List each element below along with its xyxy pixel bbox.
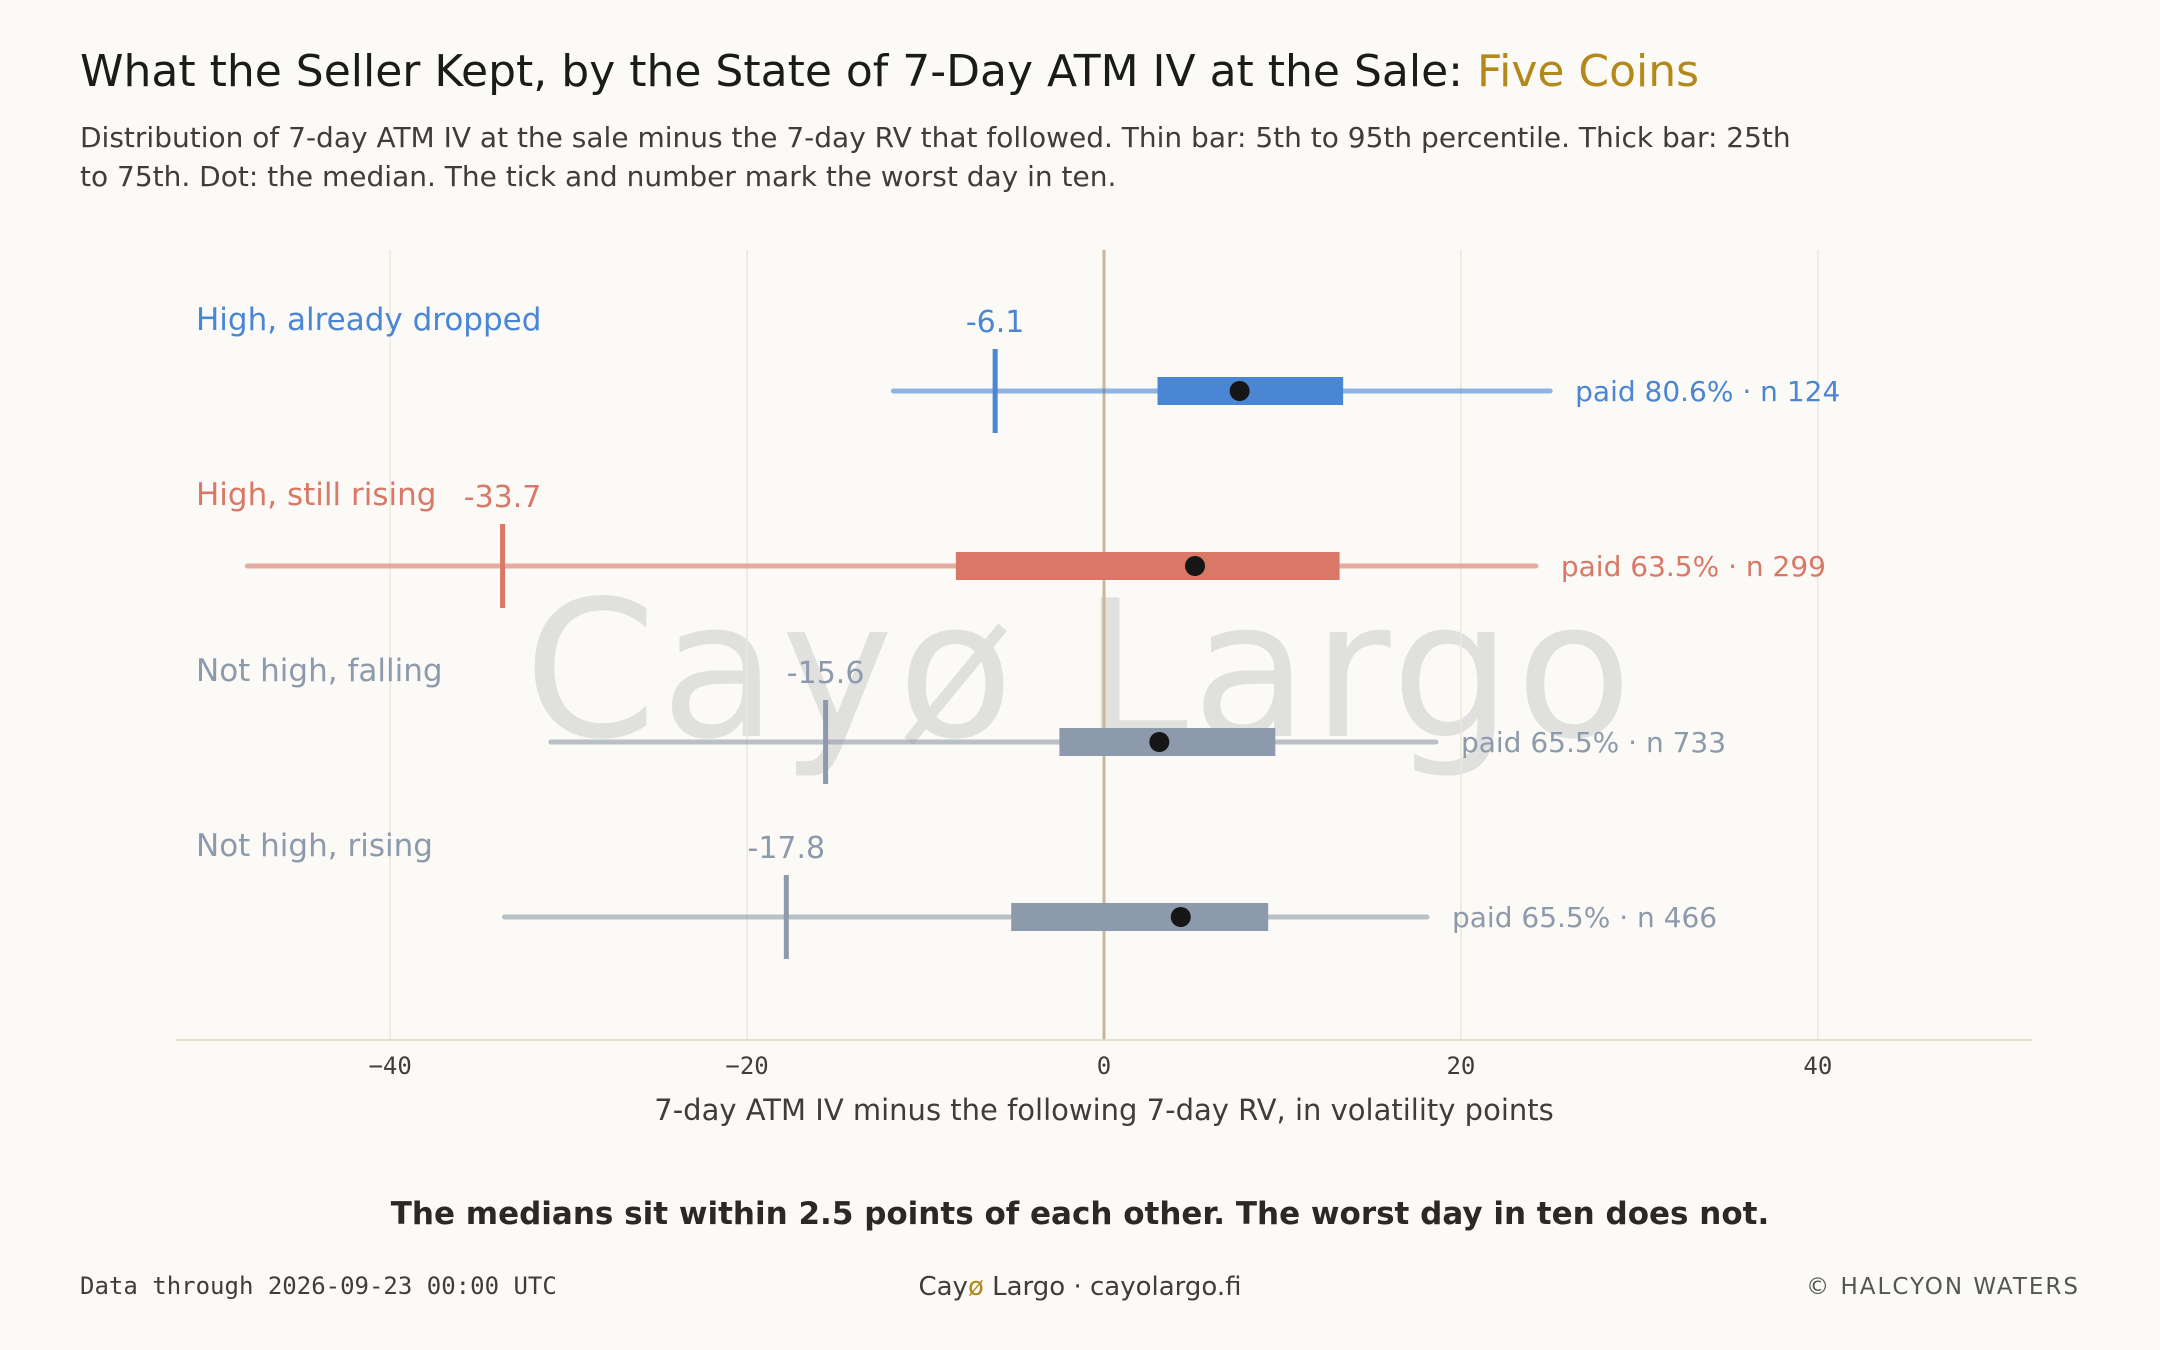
worst-day-label: -15.6 [787, 656, 865, 691]
category-label: Not high, rising [196, 828, 433, 864]
category-label: High, already dropped [196, 302, 541, 338]
x-tick-label: −20 [725, 1052, 768, 1080]
range-chart: −40 −20 0 20 40 7-day ATM IV minus the follow… [176, 250, 2032, 1127]
chart-title-main: What the Seller Kept, by the State of 7-… [80, 46, 1477, 97]
paid-label: paid 63.5% · n 299 [1561, 550, 1826, 583]
chart-title: What the Seller Kept, by the State of 7-… [80, 46, 1699, 97]
brand-footer: Cayø Largo · cayolargo.fi [0, 1272, 2160, 1302]
x-tick-label: −40 [368, 1052, 411, 1080]
category-label: High, still rising [196, 477, 436, 513]
paid-label: paid 80.6% · n 124 [1575, 375, 1840, 408]
worst-day-label: -17.8 [748, 831, 826, 866]
paid-label: paid 65.5% · n 733 [1461, 726, 1726, 759]
iqr-bar [1011, 903, 1269, 931]
worst-day-label: -33.7 [464, 480, 542, 515]
data-through-note: Data through 2026-09-23 00:00 UTC [80, 1272, 557, 1300]
x-tick-label: 40 [1803, 1052, 1832, 1080]
brand-name-a: Cay [918, 1272, 968, 1302]
median-dot [1149, 732, 1170, 752]
iqr-bar [1157, 377, 1344, 405]
chart-title-accent: Five Coins [1476, 46, 1700, 97]
x-axis-label: 7-day ATM IV minus the following 7-day R… [654, 1093, 1553, 1127]
takeaway-text: The medians sit within 2.5 points of eac… [390, 1196, 1770, 1232]
chart-subtitle: Distribution of 7-day ATM IV at the sale… [80, 121, 1791, 193]
median-dot [1170, 907, 1191, 927]
brand-name-b: Largo · cayolargo.fi [983, 1272, 1242, 1302]
paid-label: paid 65.5% · n 466 [1452, 901, 1717, 934]
median-dot [1229, 381, 1250, 401]
x-tick-label: 20 [1446, 1052, 1475, 1080]
x-tick-label: 0 [1097, 1052, 1111, 1080]
median-dot [1185, 556, 1206, 576]
worst-day-label: -6.1 [966, 305, 1025, 340]
brand-name-slash: ø [967, 1272, 984, 1302]
category-label: Not high, falling [196, 653, 443, 689]
iqr-bar [955, 552, 1340, 580]
copyright: © HALCYON WATERS [1806, 1274, 2080, 1300]
